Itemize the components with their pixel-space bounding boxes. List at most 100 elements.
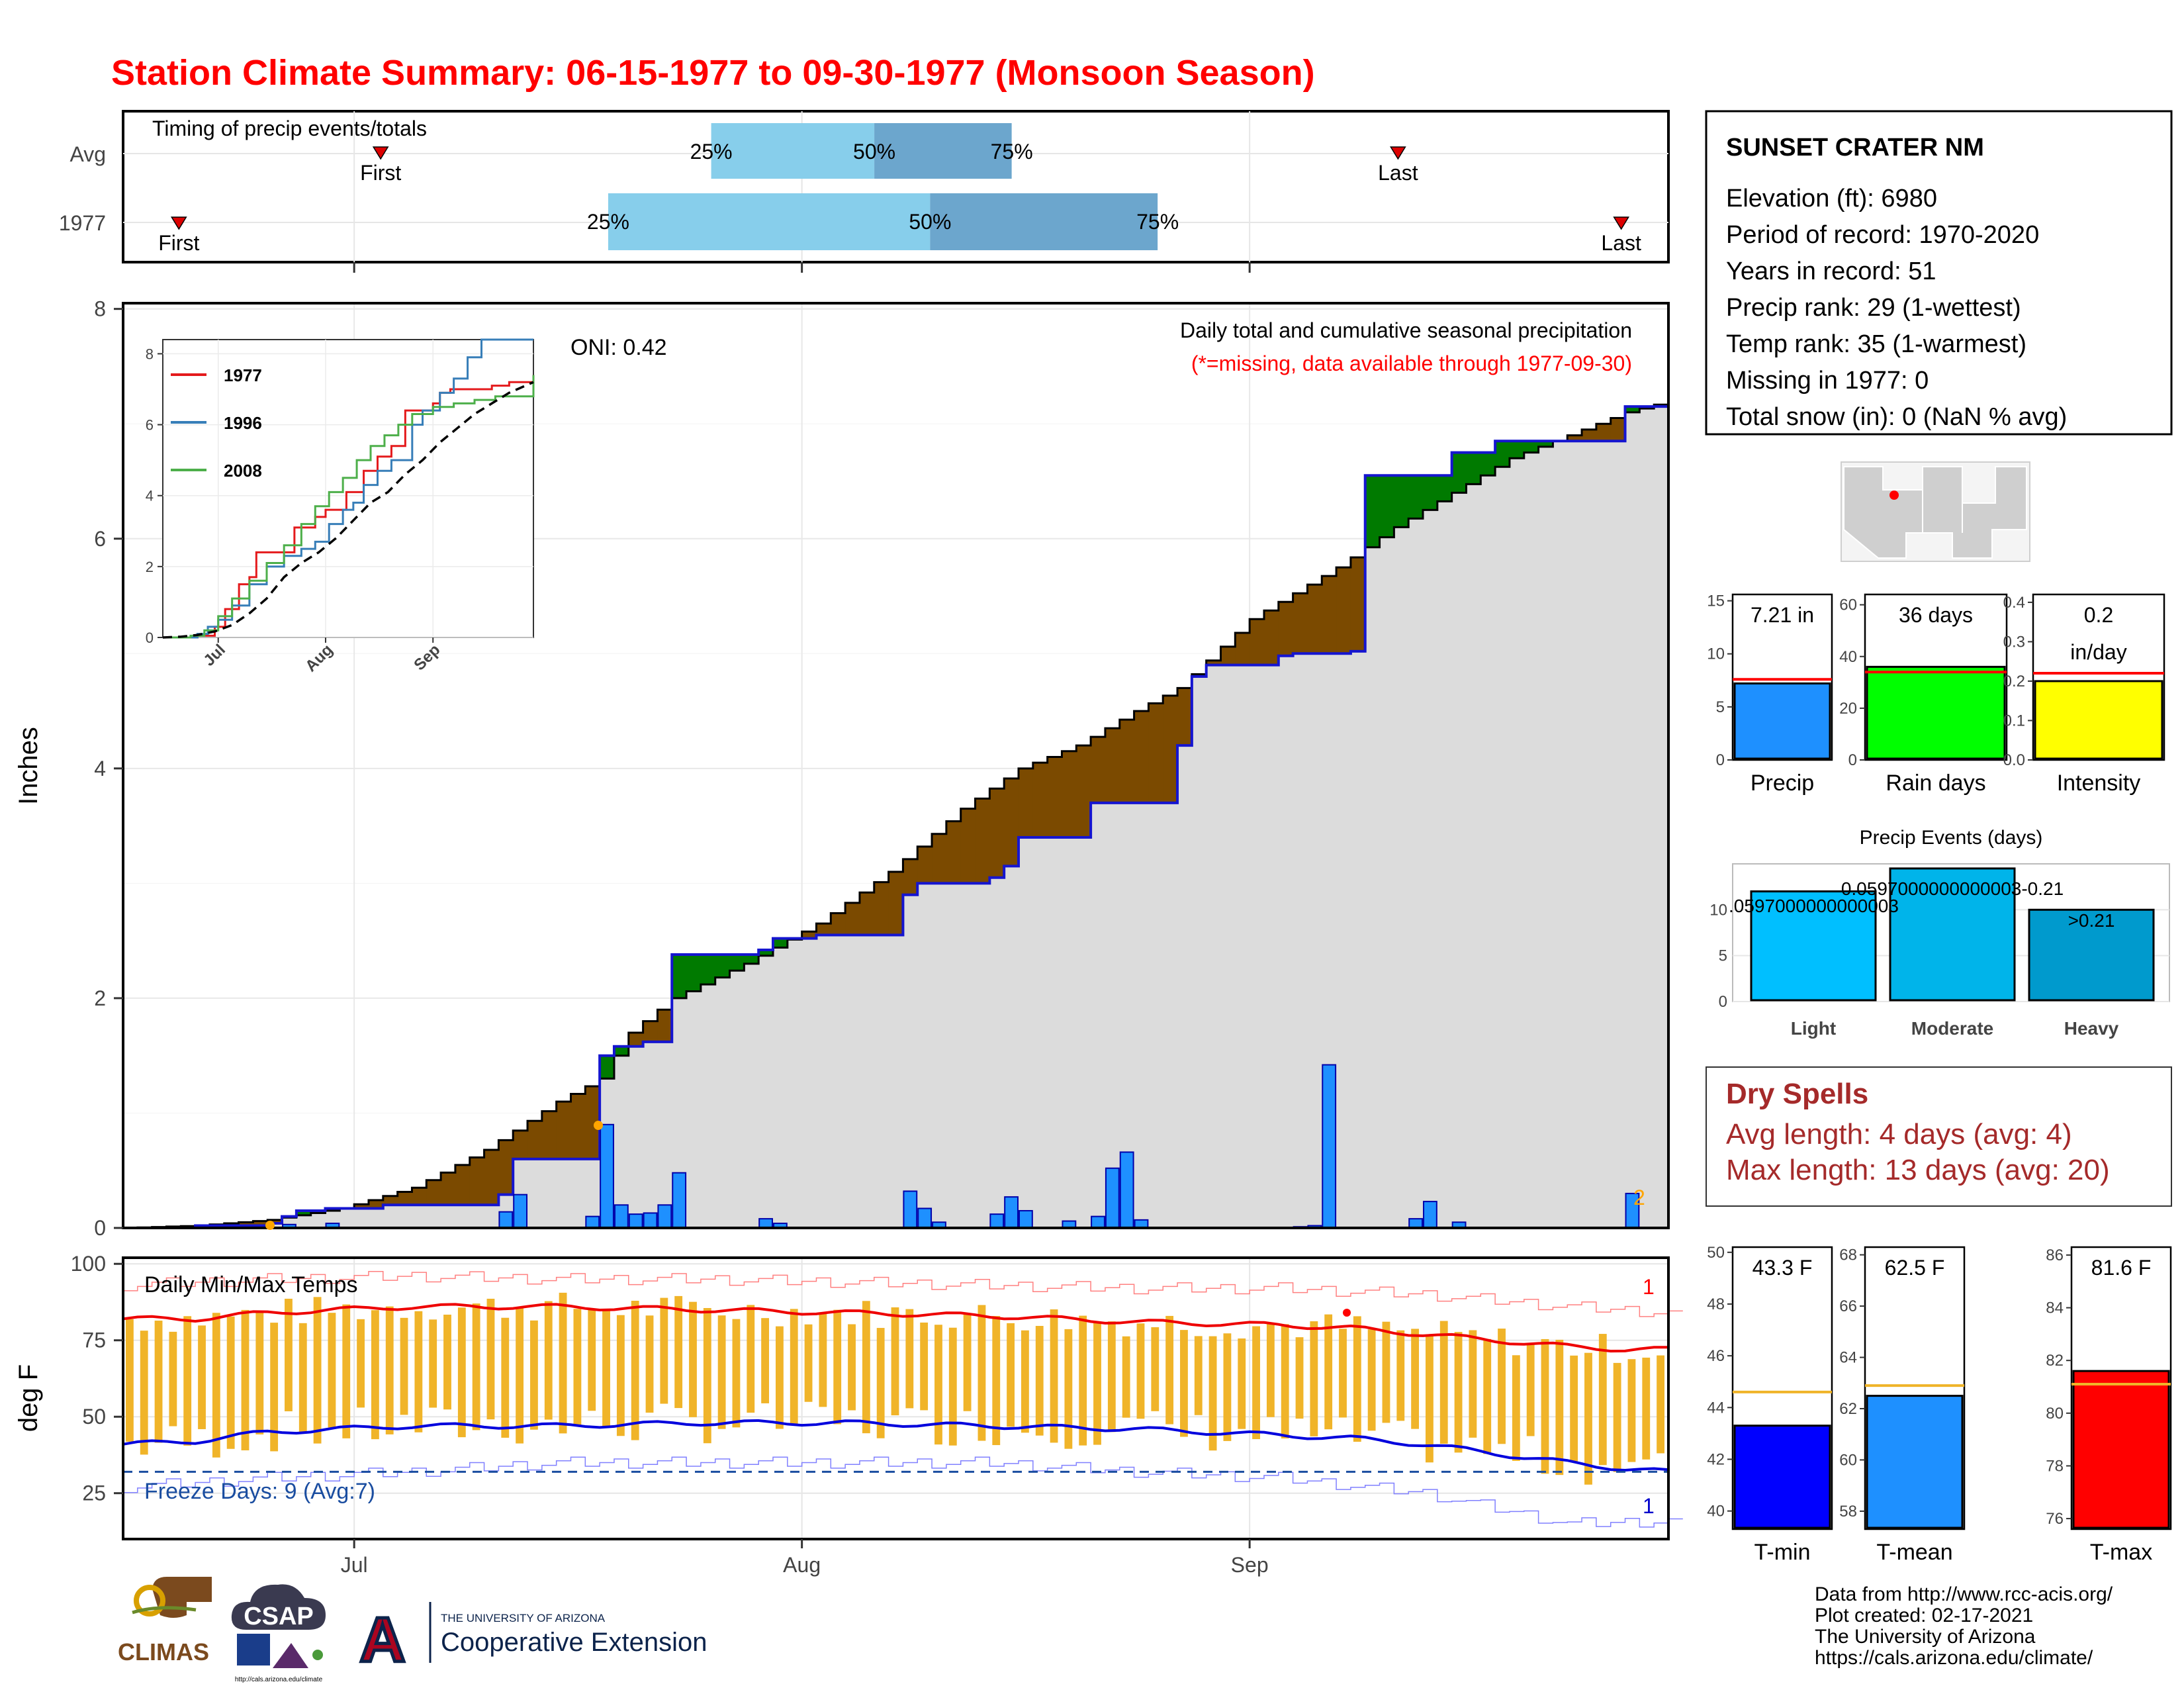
daily-temp-range-bar: [1223, 1333, 1232, 1441]
daily-temp-range-bar: [126, 1319, 134, 1442]
daily-precip-bar: [903, 1190, 918, 1229]
precip-fill-segment: [484, 1205, 499, 1228]
precip-fill-segment: [831, 935, 846, 1228]
precip-fill-segment: [845, 935, 860, 1228]
record-high-marker: [1343, 1309, 1351, 1317]
precip-departure-segment: [744, 954, 759, 964]
daily-temp-range-bar: [1035, 1326, 1044, 1436]
precip-fill-segment: [1091, 802, 1106, 1228]
precip-fill-segment: [1437, 501, 1453, 1228]
precip-departure-segment: [1250, 619, 1265, 665]
daily-temp-range-bar: [183, 1316, 192, 1446]
daily-temp-range-bar: [905, 1309, 914, 1409]
precip-fill-segment: [758, 955, 774, 1228]
average-cumulative-line: [123, 400, 1670, 1229]
precip-fill-segment: [1062, 837, 1077, 1228]
daily-temp-range-bar: [313, 1297, 322, 1444]
intensity-value-label: in/day: [2070, 640, 2126, 664]
precip-departure-segment: [960, 808, 976, 884]
daily-precip-bar: [600, 1123, 614, 1229]
timing-first-marker-y1977: [170, 216, 187, 230]
precip-fill-segment: [1480, 475, 1496, 1228]
precip-fill-segment: [1336, 653, 1351, 1228]
daily-temp-range-bar: [255, 1312, 264, 1434]
daily-temp-range-bar: [1165, 1315, 1174, 1425]
daily-temp-range-bar: [674, 1295, 683, 1409]
precip-departure-segment: [1206, 660, 1222, 665]
daily-temp-range-bar: [1498, 1329, 1506, 1444]
events-bar-heavy: [2028, 908, 2155, 1002]
daily-temp-range-bar: [1642, 1357, 1651, 1460]
precip-departure-segment: [1148, 703, 1163, 803]
daily-temp-range-bar: [140, 1331, 148, 1455]
precip-fill-segment: [917, 883, 933, 1228]
climas-wordmark: CLIMAS: [118, 1638, 209, 1665]
daily-precip-bar: [1105, 1167, 1120, 1229]
credits-block: Data from http://www.rcc-acis.org/ Plot …: [1815, 1583, 2113, 1669]
intensity-ytick-label: 0.4: [2003, 594, 2025, 612]
daily-temp-range-bar: [154, 1321, 163, 1443]
first-event-marker: [265, 1221, 275, 1230]
daily-temp-range-bar: [1107, 1321, 1116, 1432]
dry-spells-max: Max length: 13 days (avg: 20): [1726, 1154, 2110, 1186]
precip-departure-segment: [455, 1164, 471, 1205]
intensity-value-label: 0.2: [2084, 603, 2113, 627]
main-ytick-label: 2: [94, 986, 106, 1010]
date-xtick-label: Aug: [783, 1553, 821, 1577]
precip-total-ytick-label: 10: [1707, 645, 1725, 663]
t-min-ytick-label: 44: [1707, 1399, 1725, 1417]
station-line-precip-rank: Precip rank: 29 (1-wettest): [1726, 294, 2021, 322]
daily-temp-range-bar: [270, 1323, 279, 1452]
events-bar-moderate: [1889, 867, 2016, 1002]
precip-fill-segment: [1423, 510, 1438, 1228]
precip-departure-segment: [1610, 418, 1626, 442]
temp-ytick-label: 75: [82, 1329, 106, 1352]
precip-departure-segment: [1134, 711, 1149, 803]
t-min-value-label: 43.3 F: [1752, 1256, 1813, 1280]
precip-fill-segment: [527, 1158, 543, 1228]
t-min-ytick-label: 42: [1707, 1450, 1725, 1468]
precip-fill-segment: [556, 1158, 571, 1228]
daily-precip-bar: [513, 1194, 528, 1229]
temp-panel-label: Daily Min/Max Temps: [144, 1272, 357, 1297]
daily-precip-bar: [1004, 1196, 1019, 1229]
temp-ytick-label: 50: [82, 1405, 106, 1429]
daily-temp-range-bar: [285, 1298, 293, 1412]
daily-temp-range-bar: [1339, 1329, 1347, 1418]
precip-fill-segment: [1350, 651, 1366, 1228]
t-max-ytick-label: 78: [2046, 1457, 2064, 1475]
t-min-bar: [1733, 1425, 1831, 1529]
csap-url: http://cals.arizona.edu/climate: [235, 1676, 323, 1683]
t-max-bar: [2072, 1370, 2170, 1529]
precip-departure-segment: [570, 1094, 586, 1159]
precip-departure-segment: [1062, 751, 1077, 837]
station-info-box: SUNSET CRATER NM Elevation (ft): 6980 Pe…: [1705, 110, 2173, 436]
timing-pct-50-y1977: 50%: [909, 210, 951, 234]
legend-2008: 2008: [224, 461, 262, 481]
daily-temp-range-bar: [1555, 1339, 1564, 1476]
precip-fill-segment: [1263, 665, 1279, 1228]
daily-temp-range-bar: [328, 1313, 336, 1428]
precip-fill-segment: [1582, 441, 1597, 1228]
precip-fill-segment: [1610, 441, 1626, 1228]
rain-days-value-label: 36 days: [1899, 603, 1973, 627]
daily-precip-bar: [672, 1172, 687, 1229]
timing-panel: Timing of precip events/totals Avg 1977 …: [59, 110, 1670, 273]
precip-fill-segment: [1365, 547, 1381, 1228]
precip-departure-segment: [267, 1219, 283, 1224]
record-high-count: 1: [1643, 1275, 1655, 1299]
inset-ytick-label: 0: [146, 630, 154, 646]
precip-departure-segment: [1567, 435, 1582, 442]
precip-fill-segment: [1018, 837, 1034, 1228]
avg-max-line: [122, 1303, 1669, 1353]
daily-temp-range-bar: [573, 1309, 582, 1426]
precip-departure-segment: [1032, 763, 1048, 837]
precip-fill-segment: [657, 1041, 672, 1228]
precip-fill-segment: [946, 883, 962, 1228]
daily-temp-range-bar: [747, 1305, 755, 1413]
precip-fill-segment: [570, 1158, 586, 1228]
temp-ylabel: deg F: [14, 1364, 43, 1432]
daily-temp-range-bar: [400, 1317, 408, 1415]
daily-temp-range-bar: [1295, 1337, 1304, 1419]
daily-temp-range-bar: [1238, 1338, 1246, 1429]
